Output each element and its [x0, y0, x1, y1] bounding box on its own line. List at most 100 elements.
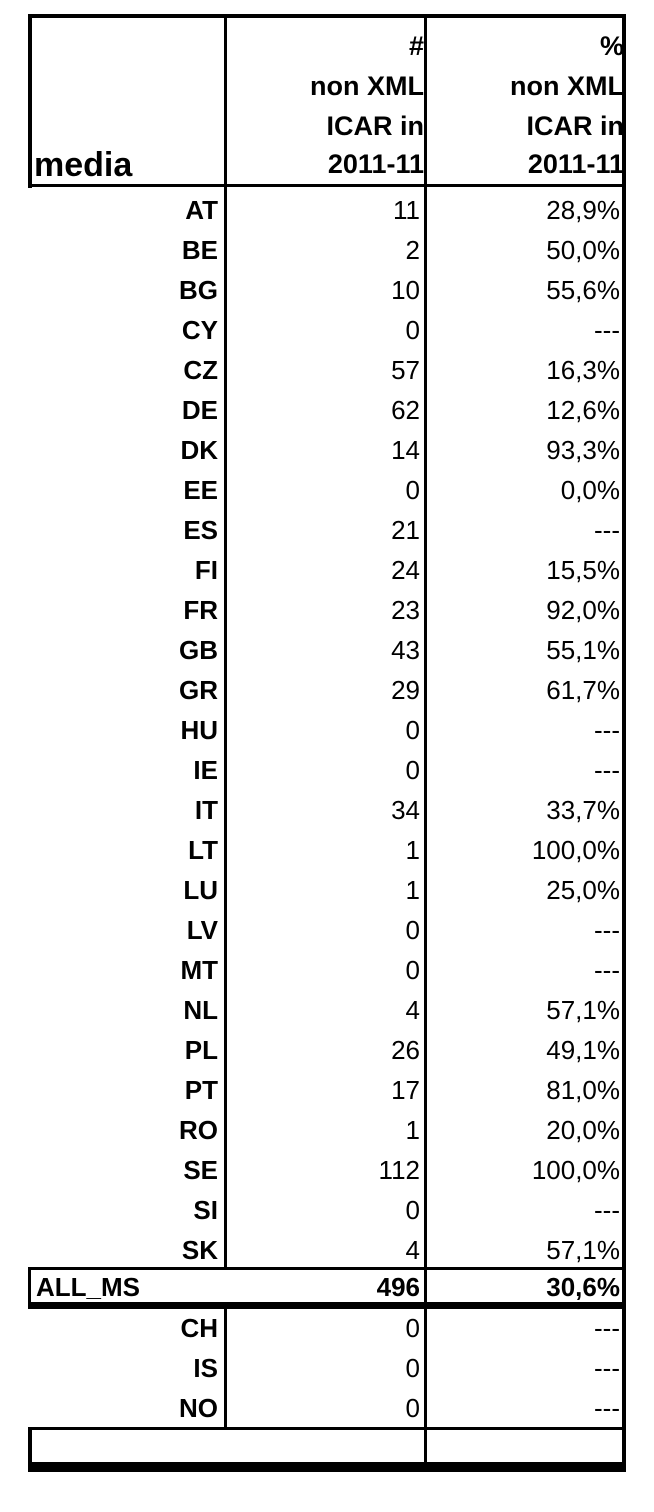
row-percent-value: 57,1% — [546, 1235, 620, 1265]
row-count-value: 26 — [391, 1035, 420, 1065]
row-percent-value: 81,0% — [546, 1075, 620, 1105]
row-count-value: 62 — [391, 395, 420, 425]
header-bottom-border — [28, 184, 626, 187]
row-country-code: FR — [183, 595, 218, 625]
row-percent-value: 28,9% — [546, 195, 620, 225]
column-divider-2 — [424, 14, 427, 1469]
row-count-value: 0 — [405, 1353, 420, 1383]
row-percent-value: 50,0% — [546, 235, 620, 265]
count-header-line-3: ICAR in — [326, 111, 425, 141]
row-percent-value: --- — [594, 315, 620, 345]
row-percent-value: --- — [594, 1195, 620, 1225]
row-count-value: 24 — [391, 555, 420, 585]
count-header-line-1: # — [408, 31, 424, 61]
row-country-code: SK — [181, 1235, 218, 1265]
row-percent-value: 33,7% — [546, 795, 620, 825]
footer-left-border — [28, 1427, 32, 1472]
count-header-line-4: 2011-11 — [327, 149, 424, 179]
row-country-code: AT — [185, 195, 218, 225]
row-country-code: RO — [179, 1115, 218, 1145]
row-percent-value: 0,0% — [560, 475, 620, 505]
table-top-border — [28, 14, 626, 18]
row-percent-value: --- — [594, 915, 620, 945]
row-count-value: 14 — [391, 435, 420, 465]
row-country-code: ALL_MS — [36, 1272, 140, 1302]
row-country-code: GB — [179, 635, 218, 665]
row-country-code: IS — [193, 1353, 218, 1383]
row-count-value: 11 — [393, 195, 420, 225]
row-country-code: BE — [181, 235, 218, 265]
row-count-value: 496 — [376, 1272, 420, 1302]
column-divider-1-lower — [224, 1304, 227, 1429]
row-country-code: NL — [183, 995, 218, 1025]
row-percent-value: --- — [594, 1393, 620, 1423]
row-country-code: IT — [194, 795, 218, 825]
row-count-value: 0 — [405, 715, 420, 745]
table-right-border — [622, 14, 626, 1470]
row-percent-value: --- — [594, 955, 620, 985]
row-count-value: 1 — [405, 875, 420, 905]
pct-header-line-3: ICAR in — [526, 111, 625, 141]
row-count-value: 112 — [378, 1155, 420, 1185]
row-country-code: DE — [181, 395, 218, 425]
row-country-code: LV — [186, 915, 218, 945]
row-count-value: 1 — [405, 1115, 420, 1145]
row-country-code: PT — [184, 1075, 218, 1105]
row-count-value: 4 — [405, 995, 420, 1025]
footer-top-border — [28, 1427, 626, 1430]
row-country-code: BG — [179, 275, 218, 305]
row-count-value: 17 — [391, 1075, 420, 1105]
row-percent-value: 16,3% — [546, 355, 620, 385]
row-country-code: LU — [183, 875, 218, 905]
row-percent-value: 25,0% — [546, 875, 620, 905]
column-divider-1 — [224, 14, 227, 1269]
row-country-code: ES — [183, 515, 218, 545]
row-country-code: GR — [179, 675, 218, 705]
total-row-bottom-border — [28, 1302, 626, 1309]
row-count-value: 29 — [391, 675, 420, 705]
row-percent-value: 15,5% — [546, 555, 620, 585]
total-row-top-border — [28, 1267, 626, 1270]
row-country-code: CH — [180, 1313, 218, 1343]
row-country-code: CZ — [183, 355, 218, 385]
row-percent-value: --- — [594, 755, 620, 785]
row-country-code: SE — [183, 1155, 218, 1185]
row-country-code: EE — [183, 475, 218, 505]
row-percent-value: 57,1% — [546, 995, 620, 1025]
row-count-value: 0 — [405, 315, 420, 345]
row-percent-value: 12,6% — [546, 395, 620, 425]
row-percent-value: --- — [594, 715, 620, 745]
row-percent-value: --- — [594, 515, 620, 545]
row-percent-value: --- — [594, 1353, 620, 1383]
row-percent-value: 61,7% — [546, 675, 620, 705]
count-header-line-2: non XML — [310, 71, 424, 101]
row-count-value: 23 — [391, 595, 420, 625]
row-country-code: DK — [180, 435, 218, 465]
row-country-code: NO — [179, 1393, 218, 1423]
row-country-code: FI — [194, 555, 218, 585]
row-percent-value: --- — [594, 1313, 620, 1343]
row-country-code: MT — [180, 955, 218, 985]
row-country-code: IE — [193, 755, 218, 785]
row-percent-value: 49,1% — [546, 1035, 620, 1065]
row-count-value: 10 — [391, 275, 420, 305]
row-count-value: 43 — [391, 635, 420, 665]
total-row-left-border — [28, 1267, 31, 1304]
row-count-value: 0 — [405, 1195, 420, 1225]
row-count-value: 21 — [391, 515, 420, 545]
pct-header-line-2: non XML — [510, 71, 624, 101]
row-count-value: 57 — [391, 355, 420, 385]
row-count-value: 0 — [405, 755, 420, 785]
row-country-code: LT — [188, 835, 218, 865]
media-column-header: media — [34, 146, 133, 184]
row-count-value: 0 — [405, 1393, 420, 1423]
row-percent-value: 100,0% — [531, 1155, 620, 1185]
row-percent-value: 55,6% — [546, 275, 620, 305]
row-percent-value: 100,0% — [531, 835, 620, 865]
row-country-code: SI — [193, 1195, 218, 1225]
pct-header-line-4: 2011-11 — [527, 149, 624, 179]
row-count-value: 1 — [405, 835, 420, 865]
table-bottom-border — [28, 1462, 626, 1472]
pct-header-line-1: % — [599, 31, 624, 61]
row-count-value: 0 — [405, 475, 420, 505]
